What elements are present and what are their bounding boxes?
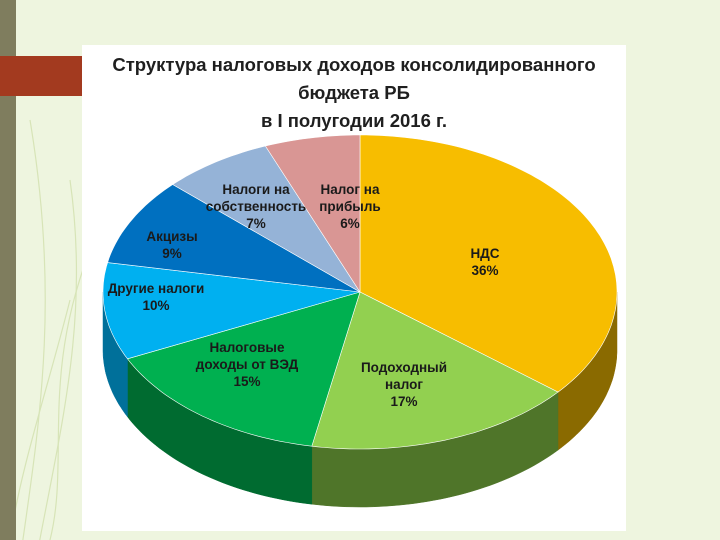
chart-title-line: бюджета РБ xyxy=(298,82,410,103)
chart-title: Структура налоговых доходов консолидиров… xyxy=(82,51,626,135)
pie-slice-label: Налоги на собственность 7% xyxy=(206,182,306,231)
pie-slice-name: Другие налоги xyxy=(108,281,205,296)
pie-slice-name: НДС xyxy=(470,246,499,261)
pie-slice-name: Подоходный xyxy=(361,360,447,375)
pie-slice-name: Налоговые xyxy=(210,340,285,355)
pie-slice xyxy=(311,291,559,450)
pie-slice xyxy=(172,145,361,293)
pie-slice-value: 7% xyxy=(246,216,266,231)
pie-slice-name: прибыль xyxy=(319,199,380,214)
pie-slice xyxy=(102,262,361,360)
chart-panel: Структура налоговых доходов консолидиров… xyxy=(82,45,626,531)
slide-left-band xyxy=(0,0,16,540)
pie-slice-label: Другие налоги 10% xyxy=(108,281,205,313)
chart-title-line: Структура налоговых доходов консолидиров… xyxy=(112,54,596,75)
pie-slice xyxy=(107,184,361,293)
pie-slice-value: 17% xyxy=(390,394,417,409)
pie-slice-name: Налог на xyxy=(321,182,380,197)
pie-slice-label: Налог на прибыль 6% xyxy=(319,182,380,231)
pie-slice-name: доходы от ВЭД xyxy=(196,357,299,372)
pie-slice-name: Налоги на xyxy=(222,182,290,197)
pie-slice-name: собственность xyxy=(206,199,306,214)
pie-slice-label: Налоговые доходы от ВЭД 15% xyxy=(196,340,299,389)
pie-slice xyxy=(264,134,361,294)
pie-sides xyxy=(102,292,618,508)
pie-slice-value: 9% xyxy=(162,246,182,261)
pie-chart: НДС 36% Подоходный налог 17% Налоговые доходы … xyxy=(102,134,618,508)
chart-title-line: в I полугодии 2016 г. xyxy=(260,110,448,131)
pie-labels: НДС 36% Подоходный налог 17% Налоговые доходы … xyxy=(108,182,500,409)
pie-slice xyxy=(126,291,361,447)
pie-slice xyxy=(359,134,618,393)
pie-slice-value: 15% xyxy=(233,374,260,389)
pie-slice-value: 36% xyxy=(471,263,498,278)
pie-slice-label: Акцизы 9% xyxy=(146,229,197,261)
pie-slice-name: Акцизы xyxy=(146,229,197,244)
pie-slice-name: налог xyxy=(385,377,423,392)
pie-slice-label: Подоходный налог 17% xyxy=(361,360,447,409)
pie-tops xyxy=(102,134,618,450)
slide-accent-tab xyxy=(0,56,82,96)
pie-slice-value: 6% xyxy=(340,216,360,231)
pie-slice-label: НДС 36% xyxy=(470,246,499,278)
pie-slice-value: 10% xyxy=(142,298,169,313)
